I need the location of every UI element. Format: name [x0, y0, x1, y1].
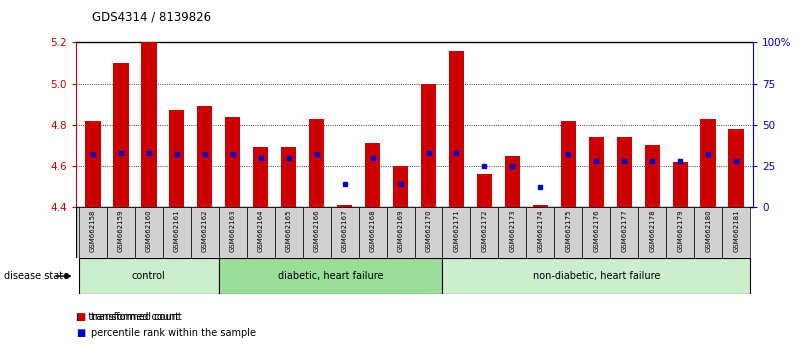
Bar — [281, 147, 296, 207]
Bar — [331, 207, 359, 258]
Bar — [169, 110, 184, 207]
Bar — [589, 137, 604, 207]
Text: GSM662179: GSM662179 — [677, 210, 683, 252]
Text: GSM662176: GSM662176 — [594, 210, 599, 252]
Bar — [449, 51, 464, 207]
Text: GSM662180: GSM662180 — [705, 210, 711, 252]
Bar — [85, 121, 101, 207]
Bar — [582, 207, 610, 258]
Text: GSM662177: GSM662177 — [622, 210, 627, 252]
Text: control: control — [132, 271, 166, 281]
Bar — [78, 207, 107, 258]
Text: GSM662181: GSM662181 — [733, 210, 739, 252]
Bar — [701, 119, 716, 207]
Text: GSM662173: GSM662173 — [509, 210, 515, 252]
Bar — [533, 205, 548, 207]
Bar — [219, 258, 442, 294]
Text: GSM662165: GSM662165 — [286, 210, 292, 252]
Text: GSM662158: GSM662158 — [90, 210, 96, 252]
Bar — [135, 207, 163, 258]
Text: ■ transformed count: ■ transformed count — [76, 312, 179, 322]
Bar — [365, 143, 380, 207]
Text: ■: ■ — [76, 312, 86, 322]
Text: GDS4314 / 8139826: GDS4314 / 8139826 — [92, 11, 211, 24]
Bar — [163, 207, 191, 258]
Bar — [526, 207, 554, 258]
Bar — [617, 137, 632, 207]
Text: GSM662169: GSM662169 — [397, 210, 404, 252]
Text: GSM662167: GSM662167 — [341, 210, 348, 252]
Bar — [303, 207, 331, 258]
Bar — [421, 84, 437, 207]
Bar — [442, 207, 470, 258]
Bar — [723, 207, 751, 258]
Bar — [498, 207, 526, 258]
Text: GSM662163: GSM662163 — [230, 210, 235, 252]
Bar — [666, 207, 694, 258]
Bar — [113, 63, 128, 207]
Bar — [392, 166, 409, 207]
Bar — [645, 145, 660, 207]
Text: GSM662168: GSM662168 — [369, 210, 376, 252]
Bar — [415, 207, 442, 258]
Text: ■: ■ — [76, 328, 86, 338]
Bar — [673, 162, 688, 207]
Bar — [225, 116, 240, 207]
Bar — [191, 207, 219, 258]
Text: GSM662170: GSM662170 — [425, 210, 432, 252]
Bar — [638, 207, 666, 258]
Bar — [275, 207, 303, 258]
Text: non-diabetic, heart failure: non-diabetic, heart failure — [533, 271, 660, 281]
Text: GSM662178: GSM662178 — [650, 210, 655, 252]
Bar — [337, 205, 352, 207]
Bar — [197, 106, 212, 207]
Bar — [561, 121, 576, 207]
Bar — [141, 42, 156, 207]
Bar — [477, 174, 492, 207]
Bar — [728, 129, 744, 207]
Bar — [309, 119, 324, 207]
Text: GSM662160: GSM662160 — [146, 210, 152, 252]
Bar — [359, 207, 387, 258]
Bar — [554, 207, 582, 258]
Bar — [470, 207, 498, 258]
Bar — [219, 207, 247, 258]
Text: percentile rank within the sample: percentile rank within the sample — [91, 328, 256, 338]
Bar — [107, 207, 135, 258]
Text: GSM662161: GSM662161 — [174, 210, 179, 252]
Bar — [387, 207, 415, 258]
Bar — [247, 207, 275, 258]
Text: GSM662162: GSM662162 — [202, 210, 207, 252]
Bar — [505, 156, 520, 207]
Text: GSM662159: GSM662159 — [118, 210, 124, 252]
Text: GSM662174: GSM662174 — [537, 210, 543, 252]
Text: GSM662175: GSM662175 — [566, 210, 571, 252]
Bar — [442, 258, 751, 294]
Bar — [78, 258, 219, 294]
Text: transformed count: transformed count — [91, 312, 181, 322]
Bar — [253, 147, 268, 207]
Text: GSM662166: GSM662166 — [314, 210, 320, 252]
Text: GSM662164: GSM662164 — [258, 210, 264, 252]
Text: disease state: disease state — [4, 271, 69, 281]
Text: diabetic, heart failure: diabetic, heart failure — [278, 271, 384, 281]
Text: GSM662171: GSM662171 — [453, 210, 460, 252]
Bar — [610, 207, 638, 258]
Bar — [694, 207, 723, 258]
Text: GSM662172: GSM662172 — [481, 210, 488, 252]
